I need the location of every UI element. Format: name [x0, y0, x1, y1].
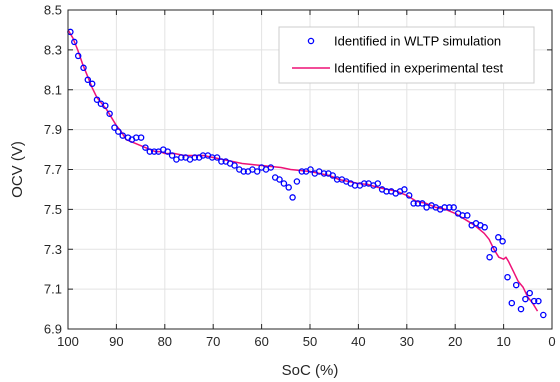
data-point-wltp [168, 152, 176, 159]
data-point-wltp [293, 178, 301, 185]
data-point-wltp [495, 234, 502, 241]
data-point-wltp [401, 186, 408, 193]
legend-marker-wltp [307, 37, 315, 45]
y-tick-label: 7.3 [44, 242, 62, 257]
x-tick-label: 10 [496, 334, 510, 349]
y-tick-label: 6.9 [44, 322, 62, 337]
data-point-wltp [106, 110, 113, 117]
data-point-wltp [374, 180, 382, 187]
data-point-wltp [142, 144, 149, 151]
data-point-wltp [191, 154, 199, 161]
data-point-wltp [450, 204, 457, 211]
data-point-wltp [540, 311, 547, 319]
y-tick-label: 7.9 [44, 122, 62, 137]
data-point-wltp [146, 148, 154, 155]
legend: Identified in WLTP simulation Identified… [278, 26, 535, 84]
axes [67, 9, 553, 330]
data-point-wltp [414, 200, 422, 207]
data-point-wltp [490, 246, 498, 253]
data-point-wltp [74, 52, 82, 60]
data-point-wltp [535, 297, 542, 305]
data-point-wltp [213, 154, 221, 161]
data-point-wltp [88, 80, 96, 88]
y-tick-label: 7.7 [44, 162, 62, 177]
data-point-wltp [285, 184, 292, 191]
data-point-wltp [464, 212, 471, 219]
data-point-wltp [446, 204, 453, 211]
data-point-wltp [512, 281, 520, 289]
data-point-wltp [240, 168, 247, 175]
y-tick-label: 7.5 [44, 202, 62, 217]
x-tick-label: 50 [303, 334, 317, 349]
x-tick-label: 20 [448, 334, 462, 349]
y-tick-label: 8.5 [44, 3, 62, 18]
data-point-wltp [276, 176, 283, 183]
data-point-wltp [360, 180, 368, 187]
data-point-wltp [419, 200, 426, 207]
data-point-wltp [71, 38, 78, 46]
x-tick-label: 100 [57, 334, 79, 349]
data-point-wltp [93, 96, 101, 103]
data-point-wltp [526, 289, 533, 297]
data-point-wltp [164, 148, 171, 155]
legend-box [278, 26, 535, 84]
data-point-wltp [307, 166, 314, 173]
x-tick-label: 90 [109, 334, 123, 349]
data-point-wltp [298, 168, 306, 175]
data-point-wltp [530, 297, 538, 305]
x-tick-label: 70 [206, 334, 220, 349]
data-point-wltp [329, 172, 336, 179]
data-point-wltp [84, 76, 92, 84]
x-tick-label: 60 [254, 334, 268, 349]
x-tick-label: 30 [400, 334, 414, 349]
legend-label-experimental: Identified in experimental test [334, 61, 503, 76]
data-point-wltp [280, 180, 288, 187]
x-tick-label: 40 [351, 334, 365, 349]
data-point-wltp [102, 102, 109, 109]
y-axis-label: OCV (V) [9, 141, 26, 198]
data-point-wltp [508, 299, 516, 307]
data-point-wltp [119, 132, 126, 139]
x-axis-label: SoC (%) [282, 362, 339, 379]
data-point-wltp [80, 64, 87, 72]
data-point-wltp [522, 295, 529, 303]
data-point-wltp [410, 200, 417, 207]
data-point-wltp [499, 238, 506, 245]
data-point-wltp [218, 158, 225, 165]
plot-series [67, 28, 547, 319]
data-point-wltp [267, 164, 275, 171]
y-tick-label: 8.3 [44, 42, 62, 57]
legend-label-wltp: Identified in WLTP simulation [334, 34, 501, 49]
x-tick-label: 0 [548, 334, 555, 349]
data-point-wltp [289, 194, 296, 201]
tick-labels: 100 90 80 70 60 50 40 30 20 10 06.97.17.37.57.77.9… [44, 3, 556, 350]
data-point-wltp [481, 224, 488, 231]
data-point-wltp [517, 305, 525, 313]
data-point-wltp [231, 162, 238, 169]
data-point-wltp [115, 128, 122, 135]
data-point-wltp [504, 273, 511, 281]
data-point-wltp [253, 168, 261, 175]
data-point-wltp [405, 192, 413, 199]
y-tick-label: 8.1 [44, 82, 62, 97]
data-point-wltp [486, 253, 493, 261]
data-point-wltp [320, 170, 328, 177]
x-tick-label: 80 [158, 334, 172, 349]
data-point-wltp [178, 154, 185, 161]
data-point-wltp [111, 124, 118, 131]
data-point-wltp [150, 148, 158, 155]
data-point-wltp [137, 134, 145, 141]
y-tick-label: 7.1 [44, 282, 62, 297]
